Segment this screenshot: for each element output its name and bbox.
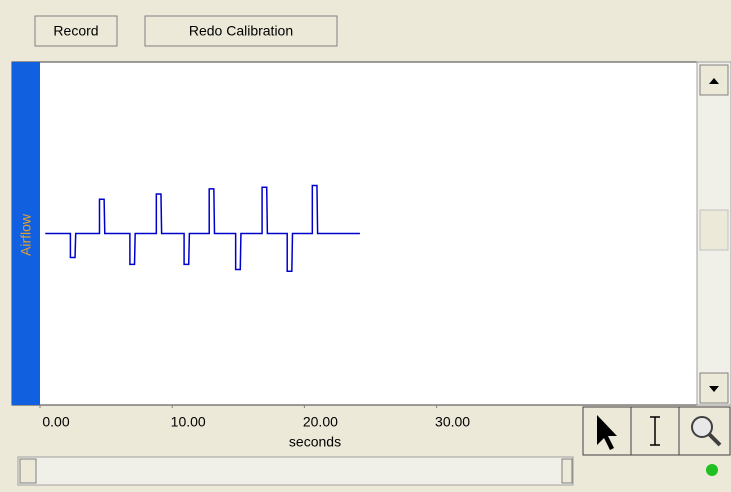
up-arrow [709,78,719,84]
toolbar [0,0,731,60]
record-button[interactable] [34,15,118,47]
y-axis-label: Airflow [18,213,34,256]
airflow-trace [45,184,360,272]
down-arrow [709,386,719,392]
scroll-thumb[interactable] [699,209,729,251]
scroll-left[interactable] [19,458,37,484]
x-tick-label: 30.00 [435,414,470,430]
x-tick-label: 10.00 [171,414,206,430]
horizontal-scrollbar[interactable] [17,456,574,486]
x-tick-label: 0.00 [42,414,69,430]
x-tick-label: 20.00 [303,414,338,430]
ibeam-icon [650,416,660,446]
scroll-right[interactable] [561,458,573,484]
x-axis-label: seconds [289,434,341,450]
record-label: Record [53,23,98,39]
channel-bar [12,62,40,405]
zoom-handle [707,432,722,447]
pointer-icon [597,415,617,450]
zoom-icon [691,416,713,438]
status-indicator [706,464,718,476]
redo-calibration-button[interactable] [144,15,338,47]
redo-calibration-label: Redo Calibration [189,23,293,39]
